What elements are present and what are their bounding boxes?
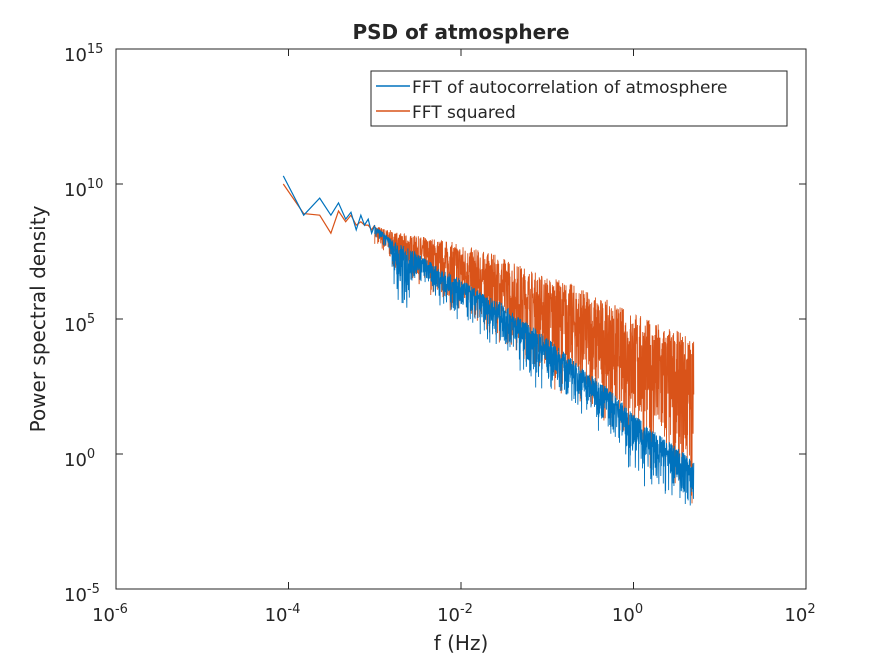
y-axis-label: Power spectral density (26, 205, 50, 432)
series-line-low (282, 175, 376, 236)
series-1 (282, 183, 695, 504)
series-0 (282, 175, 695, 506)
y-tick-label: 1010 (64, 177, 103, 201)
legend-label-series-1: FFT squared (412, 103, 516, 123)
plot-area (115, 48, 807, 590)
chart-title: PSD of atmosphere (352, 20, 569, 44)
x-tick-label: 100 (612, 602, 643, 626)
y-tick-label: 1015 (64, 42, 103, 66)
series-line-low (282, 183, 376, 235)
y-tick-label: 10-5 (64, 582, 100, 606)
x-tick-label: 10-2 (437, 602, 473, 626)
y-tick-label: 105 (64, 312, 95, 336)
y-tick-label: 100 (64, 447, 95, 471)
legend: FFT of autocorrelation of atmosphere FFT… (370, 70, 788, 127)
x-tick-label: 102 (784, 602, 815, 626)
x-tick-label: 10-6 (92, 602, 128, 626)
legend-label-series-0: FFT of autocorrelation of atmosphere (412, 78, 728, 98)
legend-box (370, 70, 788, 127)
series-line-dense (374, 226, 695, 504)
x-axis-label: f (Hz) (434, 631, 489, 655)
x-tick-label: 10-4 (265, 602, 301, 626)
series-line-dense (374, 227, 695, 506)
